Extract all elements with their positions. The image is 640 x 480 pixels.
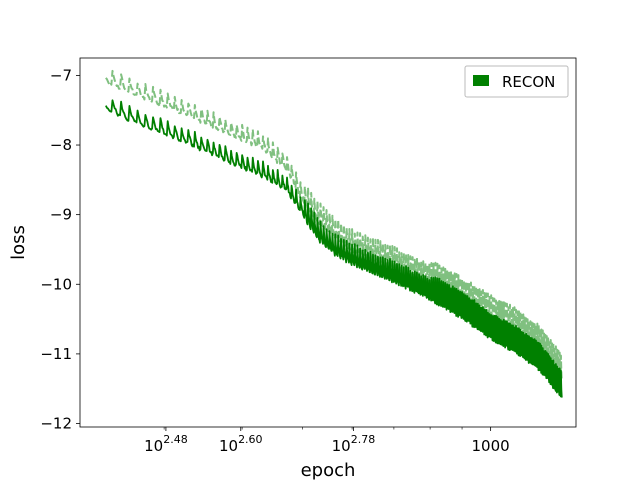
x-tick-label: 102.60: [219, 433, 263, 455]
x-axis-title: epoch: [301, 460, 356, 480]
legend: RECON: [464, 65, 569, 98]
y-tick-label: −8: [50, 136, 72, 154]
series-layer: [105, 69, 563, 398]
plot-frame: [79, 57, 577, 428]
axes-layer: −7 −8 −9 −10 −11 −12 102.48 102.60 102.78 1000: [40, 66, 509, 455]
y-tick-label: −10: [40, 275, 72, 293]
y-tick-label: −9: [50, 206, 72, 224]
legend-label-recon: RECON: [502, 73, 555, 91]
legend-swatch-recon: [473, 75, 489, 86]
y-tick-label: −7: [50, 66, 72, 84]
x-tick-label: 102.48: [144, 433, 188, 455]
x-tick-label: 102.78: [332, 433, 376, 455]
y-axis-title: loss: [8, 225, 29, 260]
series-line-recon: [105, 99, 563, 398]
y-tick-label: −11: [40, 345, 72, 363]
x-tick-label: 1000: [472, 437, 510, 455]
legend-box: [464, 65, 569, 98]
y-tick-label: −12: [40, 415, 72, 433]
